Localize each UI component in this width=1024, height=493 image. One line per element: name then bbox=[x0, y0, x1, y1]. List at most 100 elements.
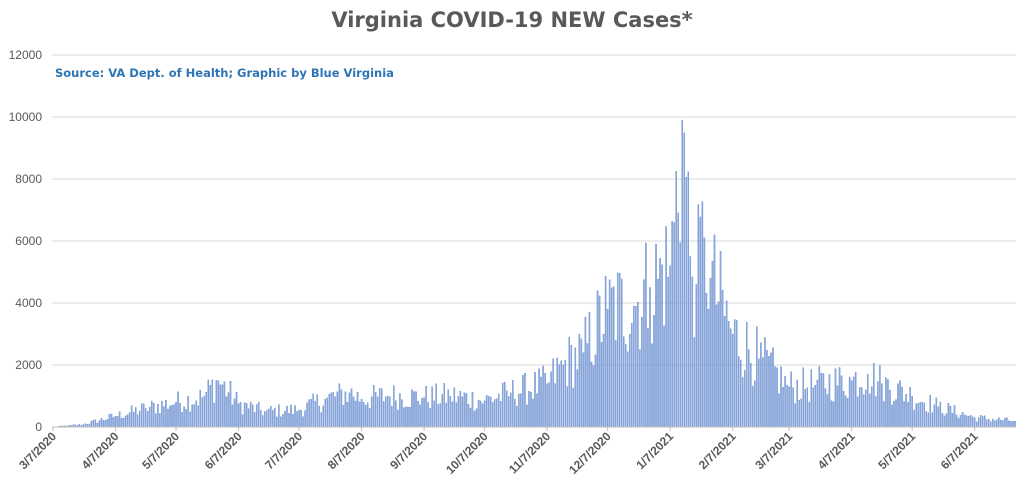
bar bbox=[782, 386, 784, 428]
bar bbox=[733, 319, 736, 428]
bar bbox=[459, 391, 462, 428]
bar bbox=[457, 396, 460, 428]
y-axis-tick-labels: 0 2000 4000 6000 8000 10000 12000 bbox=[9, 48, 43, 434]
bar bbox=[687, 171, 690, 428]
chart-title: Virginia COVID-19 NEW Cases* bbox=[331, 8, 693, 32]
bar bbox=[602, 333, 605, 428]
bar bbox=[114, 416, 117, 428]
bar bbox=[302, 416, 304, 428]
bar bbox=[679, 242, 681, 428]
bar bbox=[286, 405, 288, 428]
bar bbox=[834, 368, 837, 428]
bar bbox=[502, 382, 504, 428]
bar bbox=[629, 334, 631, 428]
bar bbox=[316, 394, 318, 428]
bar bbox=[441, 394, 443, 428]
bar bbox=[657, 278, 659, 428]
bar bbox=[927, 412, 930, 428]
bar bbox=[776, 367, 778, 428]
bar bbox=[185, 409, 187, 428]
bar bbox=[721, 289, 724, 428]
chart-source-note: Source: VA Dept. of Health; Graphic by B… bbox=[55, 66, 394, 80]
bar bbox=[104, 420, 107, 428]
bar bbox=[213, 402, 216, 428]
bar bbox=[990, 421, 992, 428]
bar bbox=[667, 276, 669, 428]
bar bbox=[481, 403, 484, 428]
bar bbox=[592, 365, 595, 428]
bar bbox=[1002, 420, 1004, 428]
bar bbox=[223, 381, 226, 428]
bar bbox=[986, 419, 988, 428]
bar bbox=[762, 357, 764, 428]
bar bbox=[984, 415, 986, 428]
bar bbox=[604, 275, 607, 428]
bar bbox=[268, 408, 270, 428]
bar bbox=[959, 415, 962, 428]
bar bbox=[169, 405, 171, 428]
bar bbox=[138, 410, 141, 428]
bar bbox=[772, 347, 774, 428]
bar bbox=[631, 323, 633, 428]
bar bbox=[820, 373, 823, 428]
bar bbox=[389, 396, 391, 428]
bar bbox=[1000, 419, 1002, 428]
bar bbox=[784, 376, 786, 428]
bar bbox=[467, 404, 470, 428]
bar bbox=[689, 256, 692, 428]
bar bbox=[742, 377, 744, 428]
bar bbox=[262, 415, 264, 428]
bar bbox=[348, 392, 351, 428]
bar bbox=[219, 384, 222, 428]
bar bbox=[971, 416, 974, 428]
x-tick-label: 2/7/2021 bbox=[696, 429, 739, 472]
bar bbox=[981, 416, 984, 428]
y-tick-label: 6000 bbox=[15, 234, 42, 248]
bar bbox=[477, 399, 480, 428]
bar bbox=[937, 406, 940, 428]
bar bbox=[233, 398, 236, 428]
bar bbox=[290, 404, 292, 428]
bar bbox=[175, 402, 177, 428]
bar bbox=[405, 406, 407, 428]
bar bbox=[251, 404, 254, 428]
bar bbox=[94, 419, 97, 428]
bar bbox=[522, 375, 524, 428]
bar bbox=[867, 374, 869, 428]
bar bbox=[838, 367, 841, 428]
bar bbox=[554, 383, 556, 428]
bar bbox=[804, 389, 806, 428]
bar bbox=[655, 243, 657, 428]
bar bbox=[957, 417, 960, 428]
bar bbox=[979, 415, 982, 428]
bar bbox=[975, 421, 978, 428]
bar bbox=[881, 383, 883, 428]
bar-series bbox=[52, 119, 1016, 428]
bar bbox=[627, 351, 629, 428]
bar bbox=[106, 419, 109, 428]
bar bbox=[731, 333, 734, 428]
bar bbox=[832, 401, 835, 428]
bar bbox=[846, 398, 849, 428]
bar bbox=[163, 406, 165, 428]
bar bbox=[189, 411, 191, 428]
bar bbox=[546, 383, 548, 428]
bar bbox=[143, 403, 145, 428]
bar bbox=[453, 387, 456, 428]
bar bbox=[889, 389, 891, 428]
bar bbox=[330, 392, 333, 428]
bar bbox=[433, 400, 435, 428]
x-tick-label: 4/7/2020 bbox=[79, 429, 122, 472]
x-tick-label: 12/7/2020 bbox=[566, 429, 614, 477]
bar bbox=[796, 379, 798, 428]
bar bbox=[739, 359, 742, 428]
x-tick-label: 11/7/2020 bbox=[506, 429, 553, 476]
bar bbox=[278, 404, 280, 428]
bar bbox=[953, 405, 956, 428]
bar bbox=[342, 405, 345, 428]
bar bbox=[449, 395, 452, 428]
bar bbox=[173, 404, 175, 428]
bar bbox=[183, 406, 185, 428]
bar bbox=[901, 386, 903, 428]
